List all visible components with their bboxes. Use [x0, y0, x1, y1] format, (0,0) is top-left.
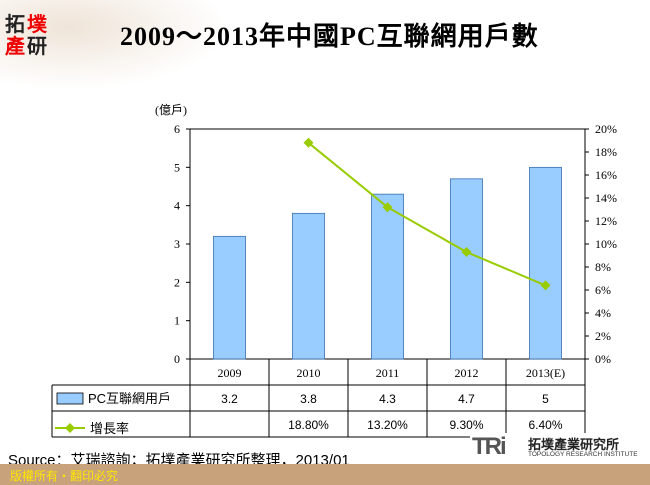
y-tick-label: 4	[174, 199, 180, 213]
data-label-growth: 6.40%	[528, 418, 562, 432]
x-tick-label: 2010	[297, 366, 321, 380]
bar-2013(E)	[529, 166, 562, 360]
chart-title: 2009～2013年中國PC互聯網用戶數	[120, 22, 539, 51]
header-background	[0, 0, 230, 90]
bar-2010	[292, 212, 325, 360]
brand-name-cn: 拓墣產業研究所	[528, 437, 620, 452]
growth-point	[540, 280, 551, 291]
y-tick-label: 5	[174, 160, 180, 174]
legend-line-label: 增長率	[90, 421, 129, 436]
bar-2011	[371, 193, 404, 360]
growth-line	[307, 142, 546, 287]
y2-tick-label: 18%	[595, 145, 617, 159]
data-label-users: 3.2	[221, 392, 238, 406]
x-tick-label: 2011	[376, 366, 400, 380]
legend-bar-label: PC互聯網用戶	[88, 391, 171, 406]
bar-2009	[213, 235, 246, 360]
x-tick-label: 2009	[218, 366, 242, 380]
y-tick-label: 2	[174, 275, 180, 289]
y2-tick-label: 14%	[595, 191, 617, 205]
x-tick-label: 2012	[455, 366, 479, 380]
growth-point	[303, 137, 314, 148]
data-label-users: 4.3	[379, 392, 396, 406]
y-tick-label: 3	[174, 237, 180, 251]
y-tick-label: 6	[174, 122, 180, 136]
y2-tick-label: 12%	[595, 214, 617, 228]
legend-bar-swatch	[56, 392, 84, 405]
y-axis-label: (億戶)	[155, 103, 187, 117]
y2-tick-label: 16%	[595, 168, 617, 182]
data-label-growth: 13.20%	[367, 418, 408, 432]
y2-tick-label: 4%	[595, 306, 611, 320]
logo: 拓墣 產研	[5, 12, 47, 58]
copyright: 版權所有‧翻印必究	[10, 469, 119, 483]
brand-name-en: TOPOLOGY RESEARCH INSTITUTE	[528, 451, 638, 458]
growth-point	[382, 202, 393, 213]
y-tick-label: 1	[174, 314, 180, 328]
data-label-users: 4.7	[458, 392, 475, 406]
bar-2012	[450, 178, 483, 360]
brand-mark: TRi	[472, 433, 507, 460]
y2-tick-label: 10%	[595, 237, 617, 251]
y2-tick-label: 20%	[595, 122, 617, 136]
y-tick-label: 0	[174, 352, 180, 366]
data-label-growth: 18.80%	[288, 418, 329, 432]
y2-tick-label: 0%	[595, 352, 611, 366]
brand-logo: TRi 拓墣產業研究所 TOPOLOGY RESEARCH INSTITUTE	[470, 433, 645, 461]
data-label-users: 3.8	[300, 392, 317, 406]
y2-tick-label: 6%	[595, 283, 611, 297]
y2-tick-label: 2%	[595, 329, 611, 343]
legend-line-marker	[65, 423, 75, 433]
data-label-growth: 9.30%	[449, 418, 483, 432]
growth-point	[461, 247, 472, 258]
data-label-users: 5	[542, 392, 549, 406]
x-tick-label: 2013(E)	[526, 366, 565, 380]
footer-bar	[0, 464, 650, 485]
y2-tick-label: 8%	[595, 260, 611, 274]
